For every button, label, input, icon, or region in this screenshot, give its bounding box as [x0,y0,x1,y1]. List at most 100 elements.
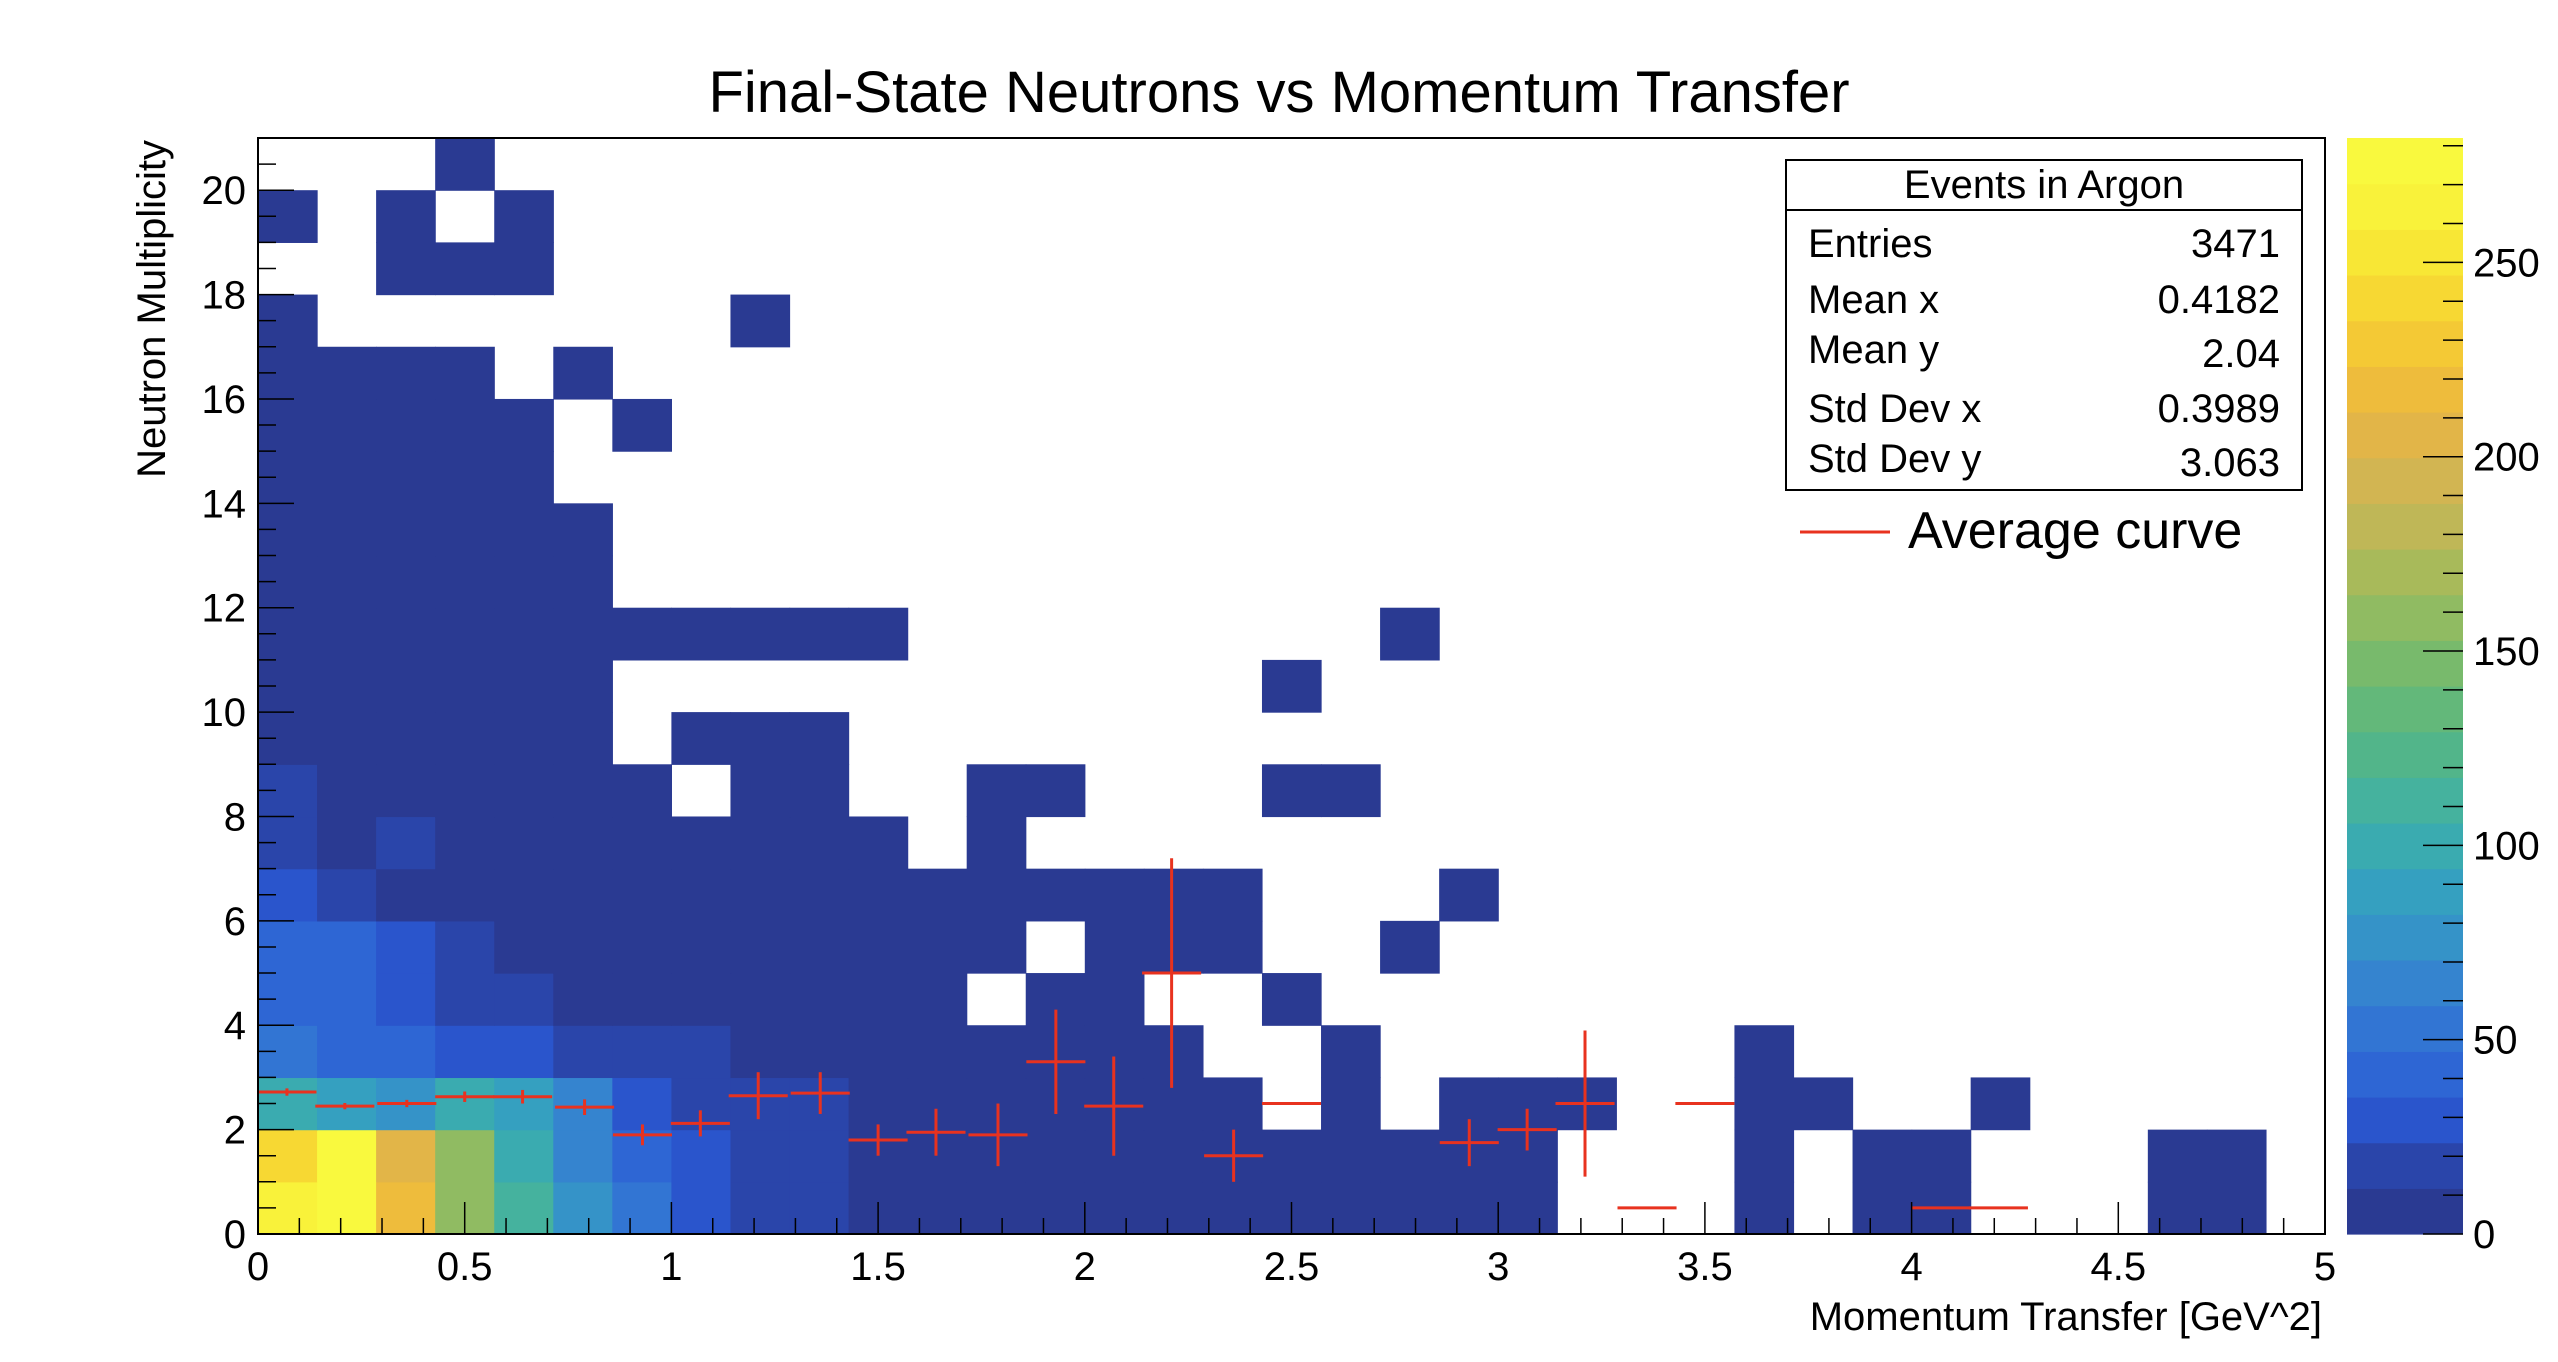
heatmap-bin [730,920,791,974]
x-tick-label: 2.5 [1264,1245,1320,1289]
heatmap-bin [376,1181,436,1235]
heatmap-bin [553,764,613,818]
heatmap-bin [435,712,495,765]
color-scale-segment [2347,138,2463,185]
average-curve-point [1204,1129,1264,1182]
heatmap-bin [553,607,613,661]
heatmap-bin [1143,1181,1204,1235]
heatmap-bin [1380,1129,1440,1183]
z-tick-label: 50 [2473,1019,2518,1063]
heatmap-bin [848,868,909,922]
heatmap-bin [1143,1129,1204,1183]
heatmap-bin [494,451,554,504]
x-tick-label: 4.5 [2090,1245,2146,1289]
heatmap-bin [789,1181,850,1235]
heatmap-bin [376,920,436,974]
color-scale-segment [2347,229,2463,276]
x-axis: 0 0.5 1 1.5 2 2.5 3 3.5 4 4.5 5 [247,1202,2336,1289]
heatmap-bin [494,555,554,609]
z-tick-label: 250 [2473,241,2540,285]
heatmap-bin [966,920,1027,974]
heatmap-bin [848,607,909,661]
color-scale-segment [2347,320,2463,367]
heatmap-bin [494,973,554,1026]
heatmap-bin [1143,868,1204,922]
heatmap-bin [1202,920,1263,974]
color-scale-segment [2347,823,2463,870]
heatmap-bin [848,1077,909,1131]
heatmap-bin [612,816,672,870]
average-curve-point [1026,1009,1086,1114]
color-scale-segment [2347,868,2463,915]
heatmap-bin [612,398,672,452]
heatmap-bin [553,555,613,609]
heatmap-bin [1202,868,1263,922]
color-scale-segment [2347,1097,2463,1144]
y-tick-label: 2 [224,1109,246,1153]
heatmap-bin [317,503,377,557]
heatmap-bin [376,764,436,818]
stats-box-title: Events in Argon [1904,163,2184,207]
color-scale-segment [2347,914,2463,961]
heatmap-bin [1380,1181,1440,1235]
heatmap-bin [789,868,850,922]
heatmap-bin [435,764,495,818]
stats-stddev-y-label: Std Dev y [1808,437,1981,481]
heatmap-bin [1734,1181,1795,1235]
color-scale-segment [2347,1142,2463,1189]
heatmap-bin [671,1025,732,1079]
average-curve-point [1084,1056,1144,1156]
heatmap-bin [317,1181,377,1235]
z-tick-label: 150 [2473,630,2540,674]
heatmap-bin [317,607,377,661]
average-curve-point [315,1103,375,1110]
heatmap-bin [789,816,850,870]
heatmap-bin [553,1129,613,1183]
heatmap-bin [317,868,377,922]
stats-box-frame [1785,159,2303,491]
x-axis-label: Momentum Transfer [GeV^2] [1810,1295,2322,1339]
heatmap-bin [907,1181,968,1235]
average-curve-point [1555,1030,1615,1177]
heatmap-bin [2147,1181,2208,1235]
heatmap-bin [317,1025,377,1079]
heatmap-bin [494,868,554,922]
average-curve-point [670,1110,730,1137]
heatmap-bin [966,868,1027,922]
heatmap-bin [376,973,436,1026]
heatmap-bin [494,1181,554,1235]
heatmap-bin [317,764,377,818]
color-scale-segment [2347,960,2463,1007]
heatmap-bin [671,816,732,870]
heatmap-bin [553,868,613,922]
heatmap-bin [1380,920,1440,974]
heatmap-bin [435,555,495,609]
heatmap-bin [907,868,968,922]
heatmap-bin [376,398,436,452]
heatmap-bin [376,242,436,296]
legend: Average curve [1800,502,2242,560]
heatmap-bin [376,712,436,765]
heatmap-bin [966,1025,1027,1079]
stats-mean-x-label: Mean x [1808,278,1939,322]
x-tick-label: 3.5 [1677,1245,1733,1289]
heatmap-bin [730,973,791,1026]
heatmap-bin [612,1181,672,1235]
heatmap-bin [789,1025,850,1079]
heatmap-bin [317,451,377,504]
z-tick-label: 0 [2473,1213,2495,1257]
heatmap-bin [494,190,554,243]
heatmap-bin [730,1025,791,1079]
heatmap-bin [612,868,672,922]
heatmap-bin [1852,1129,1913,1183]
heatmap-bin [435,138,495,191]
color-scale-segment [2347,777,2463,824]
chart-title: Final-State Neutrons vs Momentum Transfe… [708,60,1849,125]
heatmap-bin [789,712,850,765]
average-curve-point [906,1108,966,1156]
heatmap-bin [494,242,554,296]
average-curve-point [612,1124,672,1146]
color-scale-segment [2347,457,2463,504]
heatmap-bin [435,816,495,870]
